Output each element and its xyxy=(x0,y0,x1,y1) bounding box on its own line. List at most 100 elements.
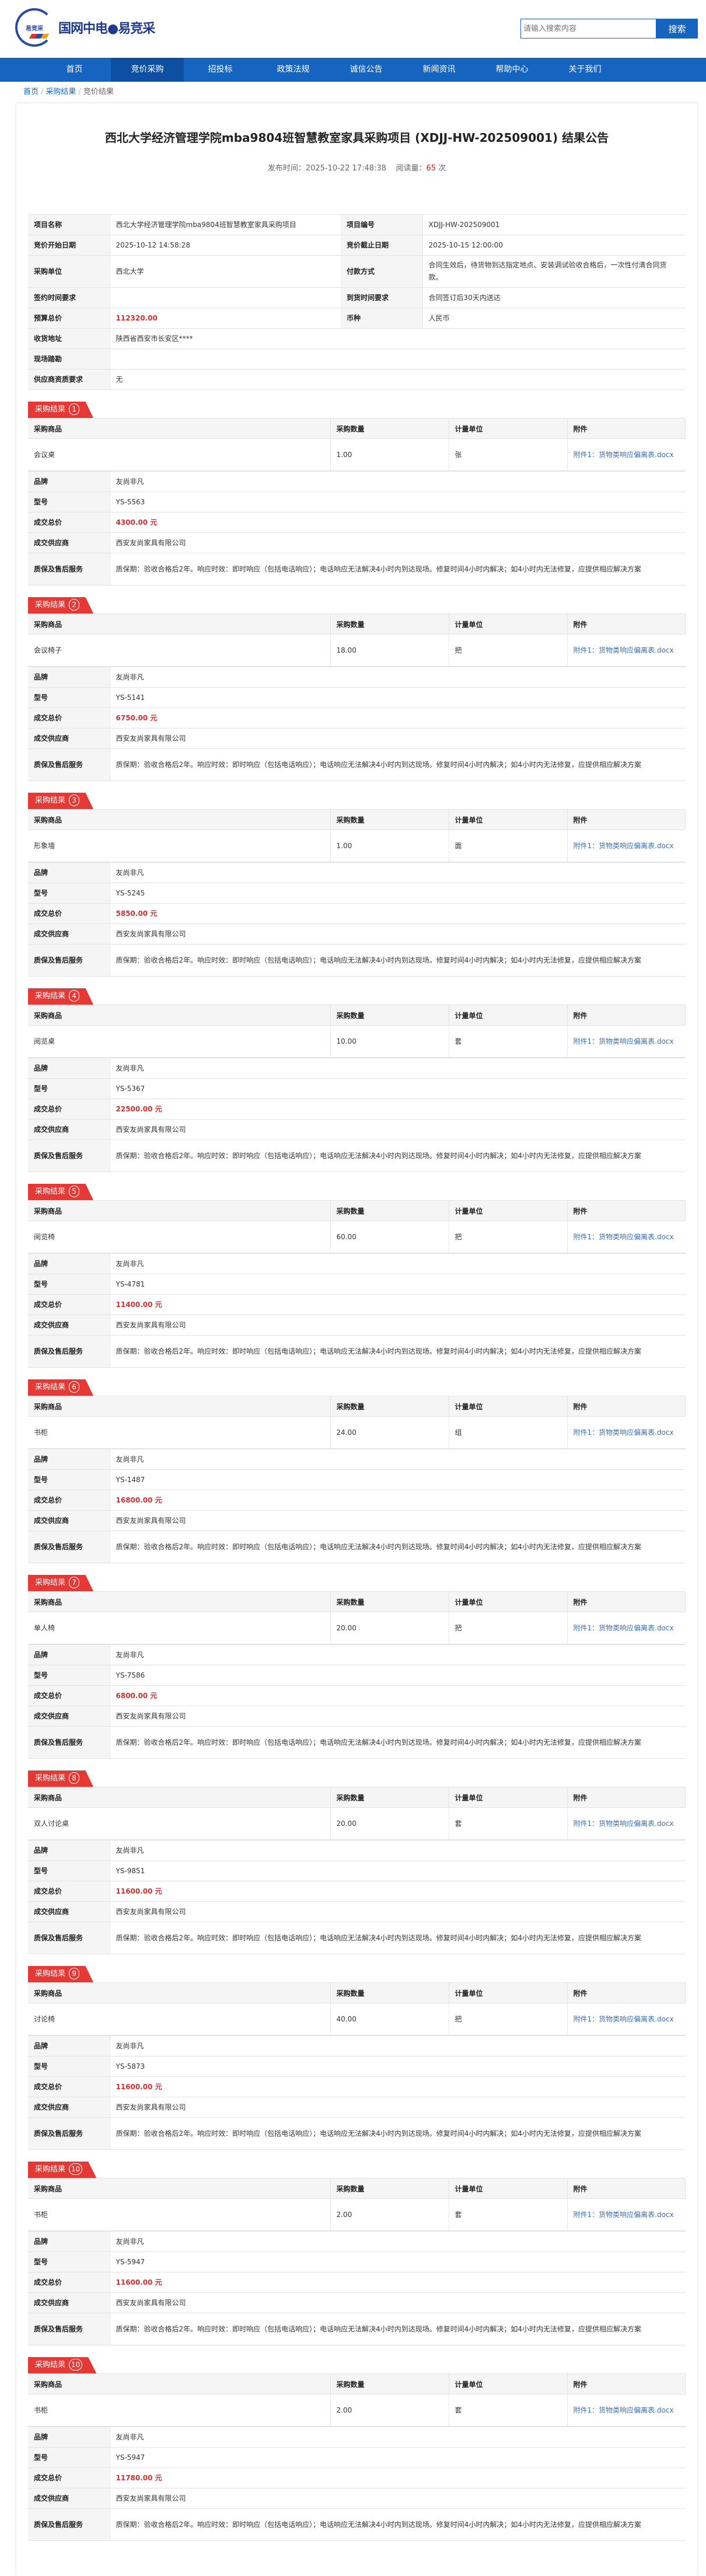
logo[interactable]: 易竞采 国网中电●易竞采 xyxy=(15,8,155,47)
product-name: 书柜 xyxy=(28,2394,330,2427)
attachment-link[interactable]: 附件1：货物类响应偏离表.docx xyxy=(573,1037,674,1045)
label: 成交总价 xyxy=(28,1881,110,1902)
nav-item[interactable]: 帮助中心 xyxy=(495,65,529,74)
attachment-cell: 附件1：货物类响应偏离表.docx xyxy=(567,1416,686,1449)
supplier: 西安友尚家具有限公司 xyxy=(110,1315,686,1336)
label: 成交总价 xyxy=(28,1099,110,1120)
deal-price: 16800.00 元 xyxy=(110,1490,686,1511)
result-number: 7 xyxy=(69,1577,80,1588)
currency: 人民币 xyxy=(422,308,686,329)
result-item-table: 采购商品 采购数量 计量单位 附件 会议椅子 18.00 把附件1：货物类响应偏离表.do… xyxy=(28,614,686,667)
label: 品牌 xyxy=(28,1058,110,1079)
nav-item[interactable]: 诚信公告 xyxy=(349,65,383,74)
attachment-link[interactable]: 附件1：货物类响应偏离表.docx xyxy=(573,1428,674,1437)
label: 成交供应商 xyxy=(28,1119,110,1140)
result-tag-label: 采购结果 xyxy=(35,796,66,805)
attachment-link[interactable]: 附件1：货物类响应偏离表.docx xyxy=(573,2014,674,2023)
attachment-link[interactable]: 附件1：货物类响应偏离表.docx xyxy=(573,2406,674,2414)
brand: 友尚非凡 xyxy=(110,2427,686,2448)
attachment-link[interactable]: 附件1：货物类响应偏离表.docx xyxy=(573,1232,674,1241)
result-tag: 采购结果 10 xyxy=(28,2162,97,2178)
brand: 友尚非凡 xyxy=(110,2231,686,2252)
product-name: 阅览桌 xyxy=(28,1025,330,1058)
results-list: 采购结果 1 采购商品 采购数量 计量单位 附件 会议桌 1.00 张附件1：货物类响应偏离… xyxy=(28,390,686,2541)
attachment-cell: 附件1：货物类响应偏离表.docx xyxy=(567,829,686,862)
service: 质保期：验收合格后2年。响应时效：即时响应（包括电话响应）；电话响应无法解决4小… xyxy=(110,2508,686,2541)
result-number: 1 xyxy=(69,403,80,415)
result-detail-table: 品牌 友尚非凡 型号 YS-5873 成交总价 11600.00 元 成交供应商 西安友… xyxy=(28,2035,686,2150)
label: 型号 xyxy=(28,1860,110,1881)
delivery-time: 合同签订后30天内送达 xyxy=(422,287,686,308)
attachment-cell: 附件1：货物类响应偏离表.docx xyxy=(567,2003,686,2035)
brand: 友尚非凡 xyxy=(110,1449,686,1470)
search-button[interactable]: 搜索 xyxy=(656,19,698,39)
result-item-table: 采购商品 采购数量 计量单位 附件 书柜 2.00 套附件1：货物类响应偏离表.docx xyxy=(28,2178,686,2231)
quantity: 20.00 xyxy=(330,1612,449,1644)
label: 型号 xyxy=(28,492,110,513)
supplier: 西安友尚家具有限公司 xyxy=(110,2488,686,2509)
views-unit: 次 xyxy=(438,164,446,173)
attachment-link[interactable]: 附件1：货物类响应偏离表.docx xyxy=(573,1623,674,1632)
service: 质保期：验收合格后2年。响应时效：即时响应（包括电话响应）；电话响应无法解决4小… xyxy=(110,1726,686,1759)
result-tag-label: 采购结果 xyxy=(35,992,66,1001)
col-header: 采购商品 xyxy=(28,2178,331,2199)
result-tag: 采购结果 8 xyxy=(28,1770,94,1787)
model: YS-1487 xyxy=(110,1469,686,1490)
attachment-link[interactable]: 附件1：货物类响应偏离表.docx xyxy=(573,450,674,459)
result-tag: 采购结果 10 xyxy=(28,2357,97,2373)
col-header: 采购数量 xyxy=(330,614,449,635)
label: 签约时间要求 xyxy=(28,287,110,308)
result-detail-table: 品牌 友尚非凡 型号 YS-5367 成交总价 22500.00 元 成交供应商 西安友… xyxy=(28,1058,686,1172)
result-number: 4 xyxy=(69,990,80,1002)
result-tag-label: 采购结果 xyxy=(35,1578,66,1587)
quantity: 40.00 xyxy=(330,2003,449,2035)
unit: 把 xyxy=(448,1612,567,1644)
search-input[interactable] xyxy=(520,19,656,39)
breadcrumb-home[interactable]: 首页 xyxy=(23,88,39,96)
model: YS-5141 xyxy=(110,687,686,708)
col-header: 计量单位 xyxy=(448,418,568,439)
result-detail-table: 品牌 友尚非凡 型号 YS-1487 成交总价 16800.00 元 成交供应商 西安友… xyxy=(28,1449,686,1563)
nav-item[interactable]: 招投标 xyxy=(208,65,233,74)
col-header: 附件 xyxy=(567,614,686,635)
supplier: 西安友尚家具有限公司 xyxy=(110,532,686,553)
col-header: 采购商品 xyxy=(28,2373,331,2394)
col-header: 计量单位 xyxy=(448,2178,568,2199)
model: YS-5563 xyxy=(110,492,686,513)
product-name: 书柜 xyxy=(28,2198,330,2231)
nav-item[interactable]: 首页 xyxy=(66,65,83,74)
label: 型号 xyxy=(28,1665,110,1686)
result-tag: 采购结果 1 xyxy=(28,402,94,418)
supplier: 西安友尚家具有限公司 xyxy=(110,1901,686,1922)
attachment-link[interactable]: 附件1：货物类响应偏离表.docx xyxy=(573,841,674,850)
service: 质保期：验收合格后2年。响应时效：即时响应（包括电话响应）；电话响应无法解决4小… xyxy=(110,944,686,977)
nav-item[interactable]: 关于我们 xyxy=(568,65,602,74)
result-detail-table: 品牌 友尚非凡 型号 YS-5563 成交总价 4300.00 元 成交供应商 西安友尚… xyxy=(28,471,686,585)
col-header: 附件 xyxy=(567,1396,686,1417)
result-item-table: 采购商品 采购数量 计量单位 附件 阅览桌 10.00 套附件1：货物类响应偏离表.doc… xyxy=(28,1005,686,1058)
label: 型号 xyxy=(28,1078,110,1099)
label: 预算总价 xyxy=(28,308,110,329)
nav-item[interactable]: 政策法规 xyxy=(277,65,310,74)
deal-price: 11400.00 元 xyxy=(110,1294,686,1315)
nav-item[interactable]: 新闻资讯 xyxy=(422,65,456,74)
supplier: 西安友尚家具有限公司 xyxy=(110,728,686,749)
deal-price: 11600.00 元 xyxy=(110,1881,686,1902)
views-label: 阅读量： xyxy=(396,164,427,173)
attachment-link[interactable]: 附件1：货物类响应偏离表.docx xyxy=(573,2210,674,2219)
label: 质保及售后服务 xyxy=(28,944,110,977)
result-tag: 采购结果 6 xyxy=(28,1379,94,1396)
label: 成交供应商 xyxy=(28,1315,110,1336)
deal-price: 6750.00 元 xyxy=(110,707,686,728)
label: 成交总价 xyxy=(28,2076,110,2097)
attachment-link[interactable]: 附件1：货物类响应偏离表.docx xyxy=(573,646,674,654)
col-header: 采购数量 xyxy=(330,1982,449,2003)
col-header: 计量单位 xyxy=(448,614,568,635)
label: 型号 xyxy=(28,2251,110,2272)
attachment-link[interactable]: 附件1：货物类响应偏离表.docx xyxy=(573,1819,674,1828)
site-header: 易竞采 国网中电●易竞采 搜索 xyxy=(0,0,706,58)
breadcrumb-results[interactable]: 采购结果 xyxy=(46,88,76,96)
result-item-table: 采购商品 采购数量 计量单位 附件 书柜 2.00 套附件1：货物类响应偏离表.docx xyxy=(28,2373,686,2427)
nav-item[interactable]: 竞价采购 xyxy=(111,58,184,82)
product-name: 单人椅 xyxy=(28,1612,330,1644)
